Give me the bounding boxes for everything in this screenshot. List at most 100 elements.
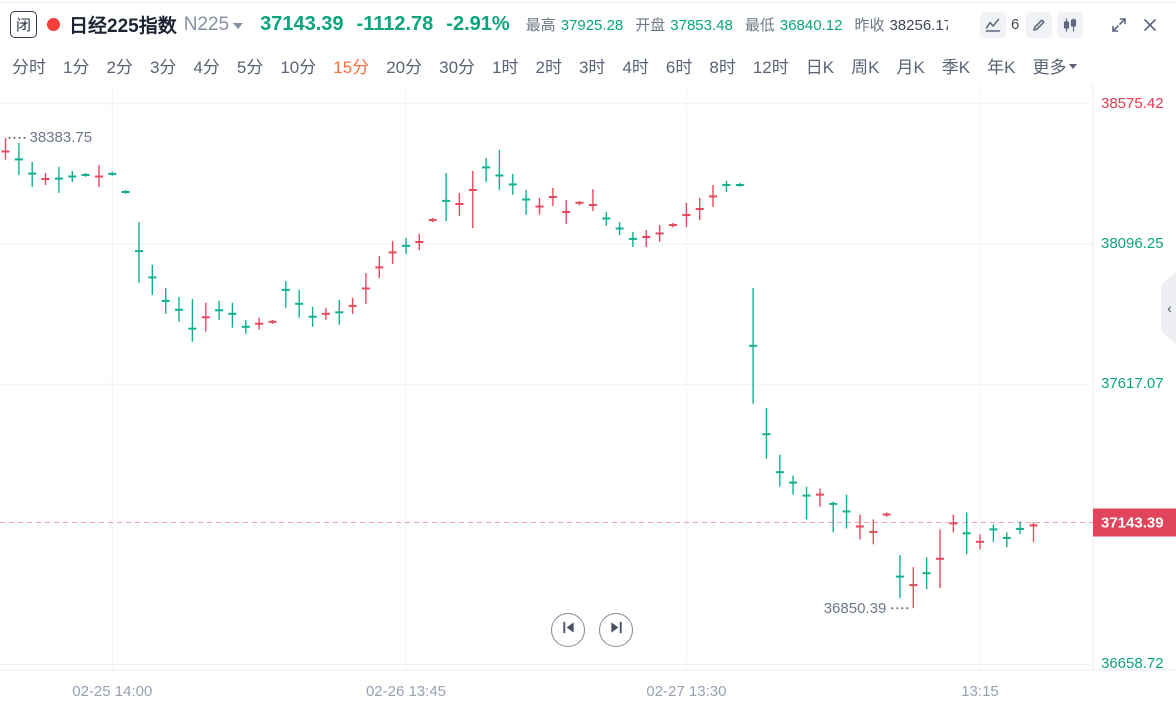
candle-body	[735, 184, 744, 186]
tab-2分[interactable]: 2分	[106, 57, 133, 77]
tab-4分[interactable]: 4分	[193, 57, 220, 77]
candle-body	[775, 471, 784, 474]
tab-分时[interactable]: 分时	[12, 57, 46, 77]
window-top-border	[0, 2, 1176, 3]
symbol-dropdown[interactable]: N225	[184, 14, 244, 36]
session-stats: 最高 37925.28 开盘 37853.48 最低 36840.12 昨收 38256.17	[526, 14, 964, 35]
candlestick-chart[interactable]: 38383.75 36850.39 37143.39 38575.42 38096.25…	[0, 84, 1176, 706]
candle-body	[655, 232, 664, 235]
stat-label: 最低	[744, 17, 775, 34]
tab-1分[interactable]: 1分	[63, 57, 90, 77]
candle-body	[201, 316, 210, 319]
candle-body	[495, 174, 504, 177]
candle-body	[628, 237, 637, 240]
price-change: -1112.78	[356, 13, 434, 35]
candle-body	[321, 312, 330, 315]
marker-dot	[901, 607, 904, 610]
candle-body	[482, 166, 491, 169]
tab-月K[interactable]: 月K	[896, 57, 925, 77]
candle-body	[562, 211, 571, 213]
close-button[interactable]	[1137, 12, 1163, 38]
stat-0: 最高 37925.28	[526, 14, 624, 35]
candle-body	[215, 309, 224, 312]
expand-icon	[1111, 17, 1127, 33]
candle-body	[175, 308, 183, 311]
market-status-badge: 闭	[10, 11, 37, 38]
current-price-badge	[1093, 508, 1176, 537]
candle-body	[949, 522, 958, 525]
stat-value: 36840.12	[779, 17, 843, 34]
tab-日K[interactable]: 日K	[805, 57, 835, 77]
skip-to-end-icon	[609, 620, 624, 640]
candle-body	[95, 175, 103, 178]
current-price-badge-text: 37143.39	[1101, 514, 1164, 531]
x-axis-label: 13:15	[961, 683, 999, 700]
candle-body	[815, 493, 824, 496]
instrument-title: 日经225指数	[69, 16, 177, 37]
candle-body	[348, 304, 357, 307]
tab-more[interactable]: 更多	[1032, 53, 1078, 78]
tab-2时[interactable]: 2时	[535, 57, 562, 77]
candle-body	[68, 175, 77, 178]
skip-back-button[interactable]	[551, 613, 585, 647]
tab-6时[interactable]: 6时	[665, 57, 693, 77]
tab-3时[interactable]: 3时	[578, 57, 606, 77]
stat-label: 最高	[525, 17, 556, 34]
tab-3分[interactable]: 3分	[149, 57, 177, 77]
marker-dot	[8, 136, 11, 139]
candle-body	[455, 203, 464, 205]
y-axis-label: 38096.25	[1101, 235, 1164, 252]
side-panel-toggle[interactable]: ‹	[1161, 272, 1176, 344]
indicator-icon	[985, 17, 1001, 33]
tab-10分[interactable]: 10分	[280, 57, 317, 77]
candle-body	[415, 241, 424, 243]
tab-5分[interactable]: 5分	[236, 57, 264, 77]
candle-body	[81, 174, 90, 176]
candle-body	[255, 322, 264, 325]
tab-8时[interactable]: 8时	[709, 57, 736, 77]
stat-label: 开盘	[635, 17, 666, 34]
tab-30分[interactable]: 30分	[439, 57, 476, 77]
candle-body	[642, 236, 651, 238]
skip-forward-button[interactable]	[599, 613, 633, 647]
tab-周K[interactable]: 周K	[851, 57, 880, 77]
timeframe-tabs: 分时 1分 2分 3分 4分 5分 10分 15分 20分 30分 1时 2时 3时 4时 6时 8时 12时日…	[0, 46, 1176, 84]
candle-body	[268, 320, 277, 323]
high-marker-label: 38383.75	[30, 129, 93, 146]
chart-style-button[interactable]	[1057, 11, 1083, 38]
tab-20分[interactable]: 20分	[386, 57, 423, 77]
candle-body	[669, 224, 677, 226]
chevron-down-icon	[233, 23, 244, 29]
tab-年K[interactable]: 年K	[987, 57, 1016, 77]
candle-body	[802, 494, 811, 497]
candle-body	[402, 244, 410, 247]
tab-12时[interactable]: 12时	[752, 57, 789, 77]
candle-body	[295, 302, 304, 305]
candle-body	[442, 199, 451, 202]
fullscreen-button[interactable]	[1106, 12, 1132, 38]
candle-body	[375, 266, 384, 269]
draw-button[interactable]	[1026, 11, 1052, 38]
candle-body	[989, 528, 998, 531]
tab-季K[interactable]: 季K	[941, 57, 971, 77]
candle-body	[722, 184, 731, 186]
candle-body	[241, 325, 250, 328]
stat-value: 37925.28	[560, 17, 624, 34]
candle-body	[909, 584, 918, 587]
candle-body	[121, 191, 130, 193]
candle-body	[682, 214, 691, 216]
tab-15分[interactable]: 15分	[333, 57, 370, 77]
candle-body	[602, 217, 611, 220]
tab-4时[interactable]: 4时	[622, 57, 649, 77]
marker-dot	[891, 607, 894, 610]
candle-body	[108, 172, 117, 175]
candle-body	[1002, 536, 1011, 539]
header: 闭 日经225指数 N225 37143.39 -1112.78 -2.91% …	[0, 3, 1176, 46]
indicator-button[interactable]	[980, 11, 1006, 38]
tab-1时[interactable]: 1时	[492, 57, 519, 77]
close-icon	[1142, 17, 1158, 33]
candle-body	[842, 510, 851, 513]
candle-body	[709, 195, 717, 198]
candle-body	[148, 276, 157, 279]
candle-body	[962, 532, 971, 535]
